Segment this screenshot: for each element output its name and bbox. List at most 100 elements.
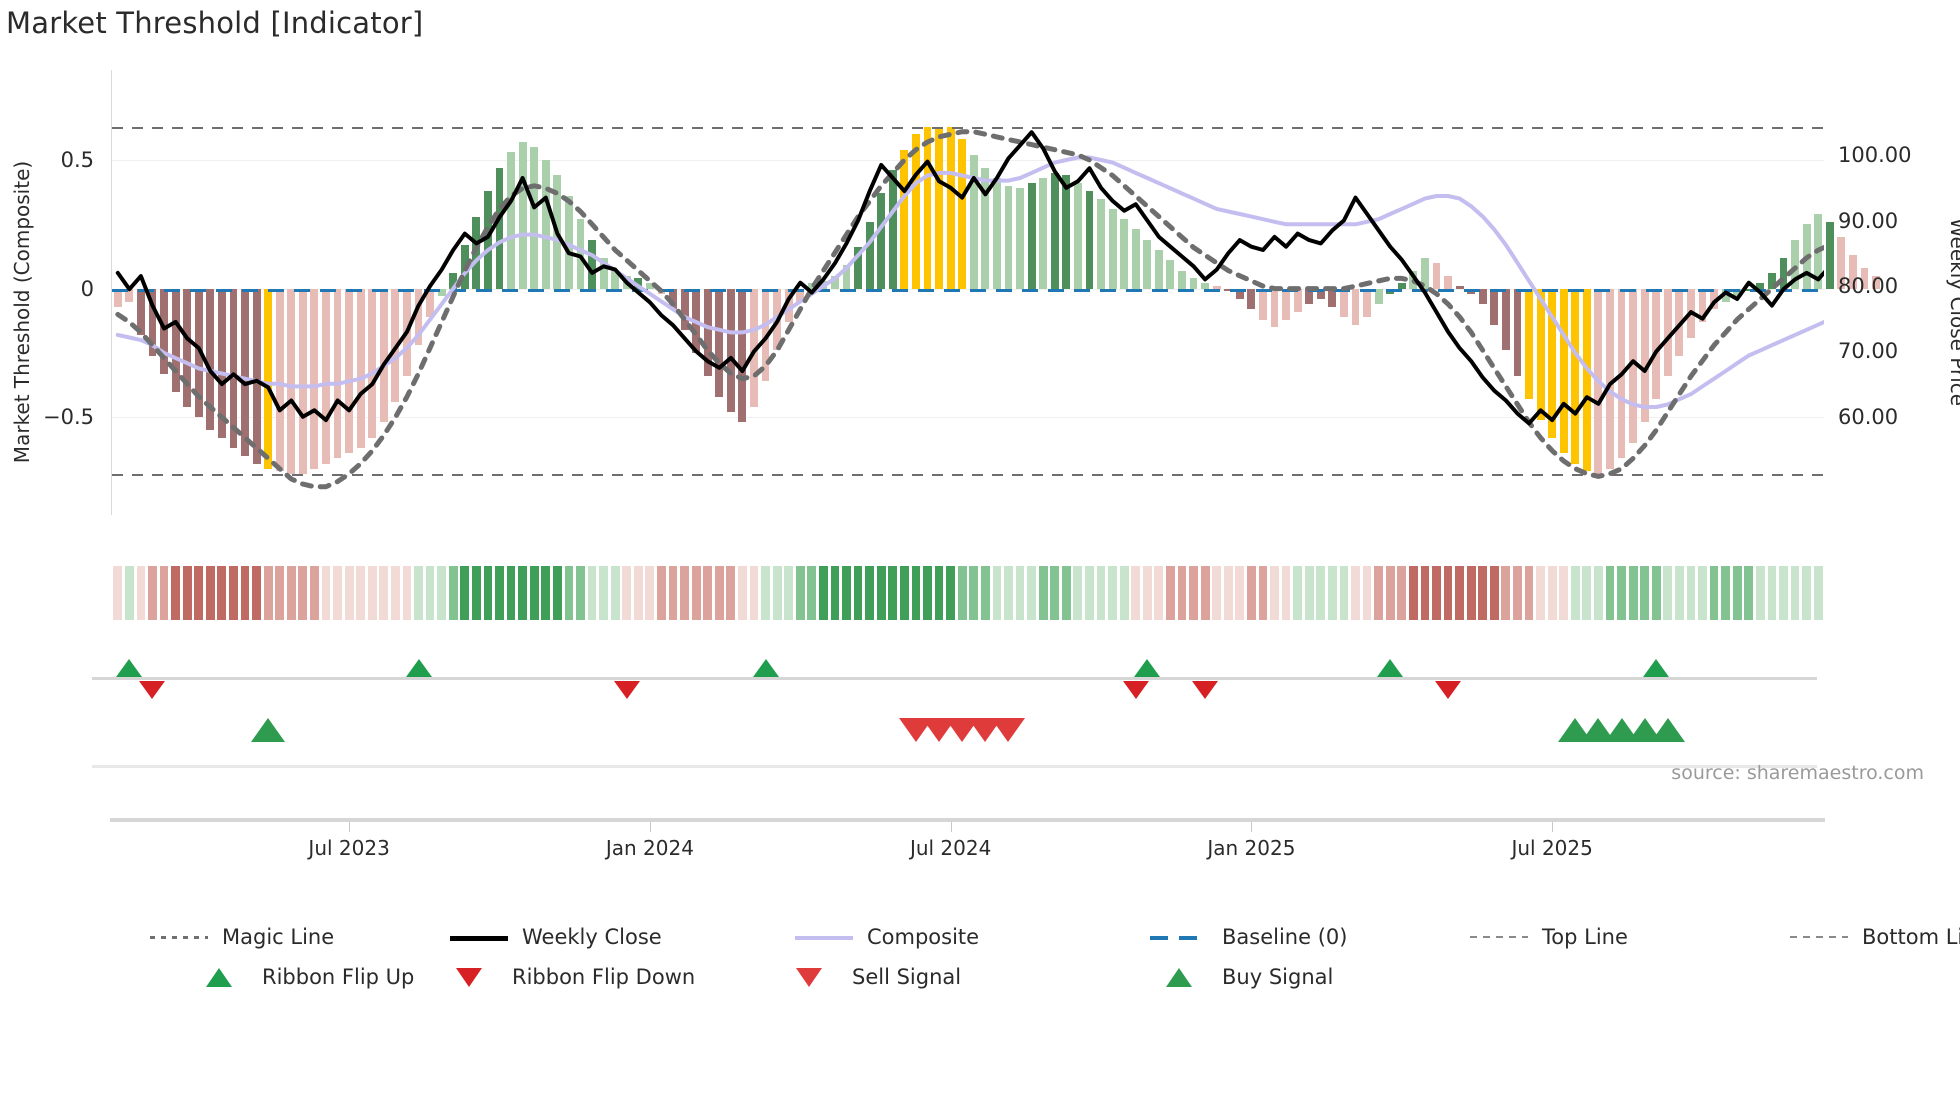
ribbon-cell <box>1408 566 1418 620</box>
ribbon-cell <box>1721 566 1731 620</box>
ribbon-cell <box>807 566 817 620</box>
ribbon-cell <box>1270 566 1279 620</box>
histogram-bar <box>912 134 920 289</box>
ribbon-cell <box>1397 566 1407 620</box>
legend-item[interactable]: Weekly Close <box>450 925 662 949</box>
ribbon-cell <box>529 566 539 620</box>
histogram-bar <box>1039 178 1048 289</box>
legend-item[interactable]: Sell Signal <box>780 965 961 989</box>
ribbon-cell <box>1235 566 1245 620</box>
ribbon-cell <box>1524 566 1534 620</box>
ribbon-cell <box>714 566 724 620</box>
histogram-bar <box>992 178 1001 289</box>
ribbon-cell <box>564 566 574 620</box>
legend-row-1: Magic Line Weekly Close Composite Baseline … <box>150 925 1960 965</box>
legend-item[interactable]: Top Line <box>1470 925 1628 949</box>
histogram-bar <box>136 288 145 335</box>
histogram-bar <box>1779 257 1788 289</box>
legend-item[interactable]: Ribbon Flip Up <box>190 965 414 989</box>
ribbon-cell <box>1385 566 1395 620</box>
ribbon-cell <box>1594 566 1603 620</box>
ribbon-cell <box>749 566 759 620</box>
histogram-bar <box>1525 288 1533 400</box>
histogram-bar <box>1073 183 1082 289</box>
histogram-bar <box>1640 288 1649 423</box>
histogram-bar <box>1698 288 1707 323</box>
ribbon-flip-up-marker <box>1643 659 1670 677</box>
histogram-bar <box>287 288 296 474</box>
ribbon-cell <box>610 566 620 620</box>
ribbon-cell <box>819 566 828 620</box>
histogram-bar <box>1189 278 1198 289</box>
top-line <box>112 126 1824 129</box>
histogram-bar <box>1710 288 1719 310</box>
ribbon-flip-down-marker <box>1122 681 1149 699</box>
histogram-bar <box>113 288 122 307</box>
ribbon-cell <box>1119 566 1129 620</box>
histogram-bar <box>530 147 539 289</box>
ribbon-cell <box>1096 566 1106 620</box>
ribbon-cell <box>1779 566 1788 620</box>
ribbon-cell <box>1686 566 1696 620</box>
ribbon-cell <box>1559 566 1569 620</box>
histogram-bar <box>1455 286 1464 289</box>
legend-label: Weekly Close <box>522 925 662 949</box>
ribbon-cell <box>633 566 643 620</box>
ribbon-cell <box>842 566 851 620</box>
ribbon-cell <box>911 566 921 620</box>
ribbon-flip-up-marker <box>1134 659 1161 677</box>
ribbon-cell <box>1085 566 1094 620</box>
histogram-bar <box>217 288 226 438</box>
baseline-zero <box>112 288 1824 292</box>
signal-markers-panel <box>92 630 1824 770</box>
ribbon-cell <box>622 566 632 620</box>
legend-item[interactable]: Composite <box>795 925 979 949</box>
histogram-bar <box>1548 288 1557 438</box>
histogram-bar <box>1872 275 1880 289</box>
x-tick-label: Jan 2025 <box>1207 836 1296 860</box>
histogram-bar <box>426 288 435 317</box>
ribbon-cell <box>726 566 736 620</box>
ribbon-cell <box>1513 566 1522 620</box>
ribbon-cell <box>1582 566 1592 620</box>
bottom-line <box>112 473 1824 476</box>
ribbon-cell <box>1015 566 1025 620</box>
histogram-bar <box>946 126 955 289</box>
chart-legend: Magic Line Weekly Close Composite Baseline … <box>150 925 1960 1005</box>
ribbon-cell <box>1108 566 1117 620</box>
ribbon-cell <box>784 566 794 620</box>
legend-dashed-swatch <box>1470 927 1528 947</box>
histogram-bar <box>645 283 654 289</box>
legend-label: Bottom Line <box>1862 925 1960 949</box>
ribbon-cell <box>1316 566 1326 620</box>
ribbon-cell <box>1698 566 1707 620</box>
gridline <box>112 417 1824 419</box>
histogram-bar <box>1582 288 1591 472</box>
ribbon-cell <box>391 566 400 620</box>
ribbon-cell <box>1223 566 1233 620</box>
page-title: Market Threshold [Indicator] <box>6 6 424 40</box>
legend-item[interactable]: Magic Line <box>150 925 334 949</box>
ribbon-cell <box>240 566 250 620</box>
histogram-bar <box>784 288 793 323</box>
ribbon-cell <box>252 566 261 620</box>
histogram-bar <box>1143 239 1152 289</box>
legend-item[interactable]: Ribbon Flip Down <box>440 965 695 989</box>
ribbon-cell <box>1327 566 1337 620</box>
histogram-bar <box>541 160 550 289</box>
legend-item[interactable]: Baseline (0) <box>1150 925 1347 949</box>
histogram-bar <box>900 149 909 289</box>
ribbon-cell <box>599 566 608 620</box>
ribbon-cell <box>1489 566 1499 620</box>
legend-item[interactable]: Buy Signal <box>1150 965 1333 989</box>
ribbon-flip-down-marker <box>1435 681 1462 699</box>
legend-label: Sell Signal <box>852 965 962 989</box>
x-tick <box>649 822 651 832</box>
legend-item[interactable]: Bottom Line <box>1790 925 1960 949</box>
legend-triangle-up-icon <box>1150 967 1208 987</box>
histogram-bar <box>1305 288 1314 305</box>
ribbon-cell <box>414 566 423 620</box>
ribbon-cell <box>1281 566 1291 620</box>
histogram-bar <box>1860 268 1869 289</box>
ribbon-cell <box>148 566 157 620</box>
